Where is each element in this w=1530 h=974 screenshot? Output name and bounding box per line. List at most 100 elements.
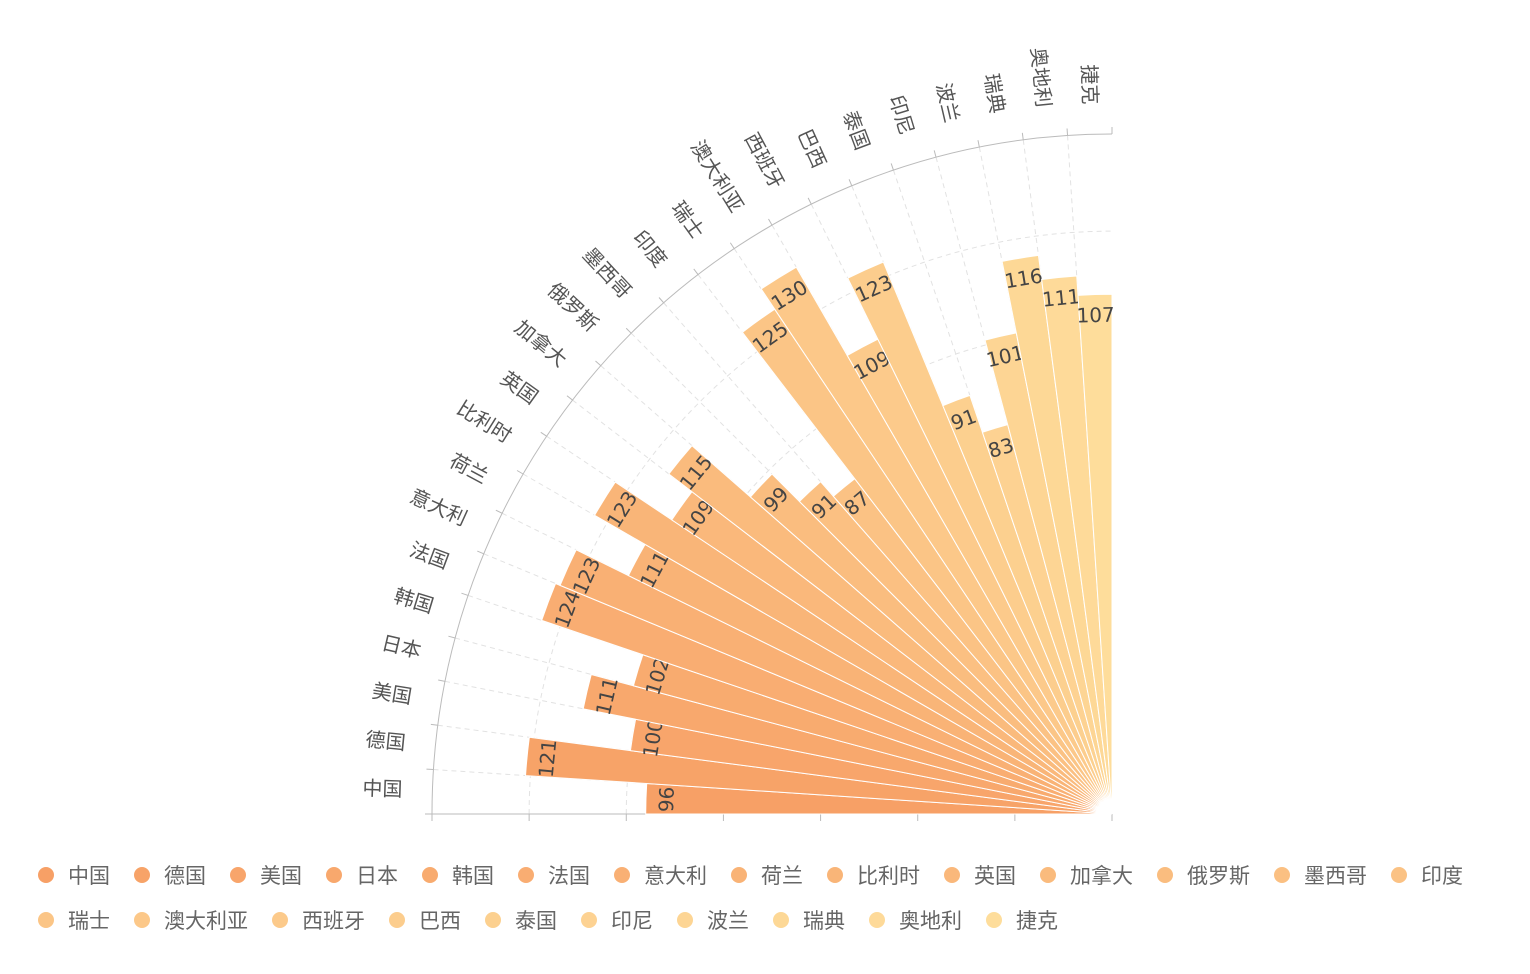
legend-item[interactable]: 日本 <box>326 862 398 888</box>
legend-item[interactable]: 澳大利亚 <box>134 907 248 933</box>
legend-label: 泰国 <box>515 909 557 933</box>
legend-dot <box>677 912 693 928</box>
legend-item[interactable]: 奥地利 <box>869 907 962 933</box>
legend-label: 墨西哥 <box>1304 864 1367 888</box>
legend-item[interactable]: 捷克 <box>986 907 1058 933</box>
bar <box>760 266 1113 815</box>
legend-item[interactable]: 印度 <box>1391 862 1463 888</box>
category-label: 西班牙 <box>740 129 789 193</box>
angle-tick <box>595 360 602 367</box>
legend-item[interactable]: 俄罗斯 <box>1157 862 1250 888</box>
legend-label: 美国 <box>260 864 302 888</box>
category-label: 意大利 <box>406 484 471 531</box>
legend-item[interactable]: 意大利 <box>614 862 707 888</box>
bar <box>668 445 1113 815</box>
angle-tick <box>438 679 446 682</box>
value-label: 107 <box>1076 302 1115 327</box>
angle-tick <box>1021 132 1024 140</box>
legend-item[interactable]: 波兰 <box>677 907 749 933</box>
legend-label: 比利时 <box>857 864 920 888</box>
legend-dot <box>1391 867 1407 883</box>
angle-tick <box>807 197 812 205</box>
grid-arc <box>625 327 1113 815</box>
angle-tick <box>977 140 980 148</box>
legend-label: 日本 <box>356 864 398 888</box>
category-label: 印尼 <box>884 92 919 137</box>
legend-label: 捷克 <box>1016 909 1058 933</box>
category-label: 俄罗斯 <box>543 278 603 337</box>
legend-item[interactable]: 美国 <box>230 862 302 888</box>
legend-item[interactable]: 巴西 <box>389 907 461 933</box>
category-label: 德国 <box>365 727 407 755</box>
legend-item[interactable]: 比利时 <box>827 862 920 888</box>
legend-label: 中国 <box>68 864 110 888</box>
legend-dot <box>944 867 960 883</box>
legend-item[interactable]: 印尼 <box>581 907 653 933</box>
legend-label: 印度 <box>1421 864 1463 888</box>
category-label: 瑞典 <box>979 72 1009 115</box>
legend-dot <box>731 867 747 883</box>
category-label: 波兰 <box>931 81 963 125</box>
value-label: 111 <box>1041 284 1081 312</box>
value-label: 96 <box>654 786 679 812</box>
angle-tick <box>890 163 894 171</box>
bar <box>559 549 1113 815</box>
angle-tick <box>448 635 456 639</box>
angle-tick <box>658 297 665 304</box>
legend-item[interactable]: 中国 <box>38 862 110 888</box>
legend-item[interactable]: 加拿大 <box>1040 862 1133 888</box>
legend-dot <box>827 867 843 883</box>
legend-item[interactable]: 韩国 <box>422 862 494 888</box>
angle-tick <box>495 509 503 514</box>
legend-dot <box>230 867 246 883</box>
legend-item[interactable]: 西班牙 <box>272 907 365 933</box>
legend-label: 俄罗斯 <box>1187 864 1250 888</box>
legend-dot <box>1040 867 1056 883</box>
legend-item[interactable]: 瑞士 <box>38 907 110 933</box>
legend-label: 韩国 <box>452 864 494 888</box>
category-label: 美国 <box>370 679 413 709</box>
category-label: 比利时 <box>453 396 517 448</box>
legend-dot <box>986 912 1002 928</box>
legend-item[interactable]: 荷兰 <box>731 862 803 888</box>
bar <box>942 394 1113 815</box>
legend-item[interactable]: 墨西哥 <box>1274 862 1367 888</box>
angle-tick <box>566 395 573 401</box>
grid-arc <box>528 230 1113 815</box>
legend-dot <box>422 867 438 883</box>
legend-item[interactable]: 英国 <box>944 862 1016 888</box>
legend: 中国 德国 美国 日本 韩国 法国 意大利 荷兰 比利时 英国 加拿大 俄罗斯 墨西哥 印度瑞士 澳大利亚 西… <box>38 862 1518 933</box>
legend-item[interactable]: 德国 <box>134 862 206 888</box>
angle-tick <box>933 150 937 158</box>
legend-item[interactable]: 瑞典 <box>773 907 845 933</box>
bar <box>749 473 1113 815</box>
legend-label: 意大利 <box>644 864 707 888</box>
category-label: 荷兰 <box>446 449 493 489</box>
angle-tick <box>430 723 438 726</box>
category-label: 泰国 <box>838 107 875 153</box>
bar <box>847 261 1113 815</box>
legend-label: 英国 <box>974 864 1016 888</box>
category-label: 澳大利亚 <box>686 136 749 217</box>
legend-dot <box>1274 867 1290 883</box>
angle-tick <box>540 431 547 437</box>
bar <box>593 481 1113 815</box>
angle-tick <box>477 550 484 555</box>
legend-label: 奥地利 <box>899 909 962 933</box>
legend-dot <box>272 912 288 928</box>
category-label: 捷克 <box>1077 64 1102 105</box>
legend-dot <box>1157 867 1173 883</box>
legend-dot <box>38 867 54 883</box>
legend-item[interactable]: 泰国 <box>485 907 557 933</box>
category-label: 奥地利 <box>1026 46 1056 108</box>
bar <box>582 673 1113 815</box>
bar <box>1041 275 1113 815</box>
legend-item[interactable]: 法国 <box>518 862 590 888</box>
legend-label: 德国 <box>164 864 206 888</box>
bar <box>1077 293 1113 815</box>
category-label: 瑞士 <box>667 197 710 243</box>
legend-dot <box>38 912 54 928</box>
angle-tick <box>625 327 632 334</box>
